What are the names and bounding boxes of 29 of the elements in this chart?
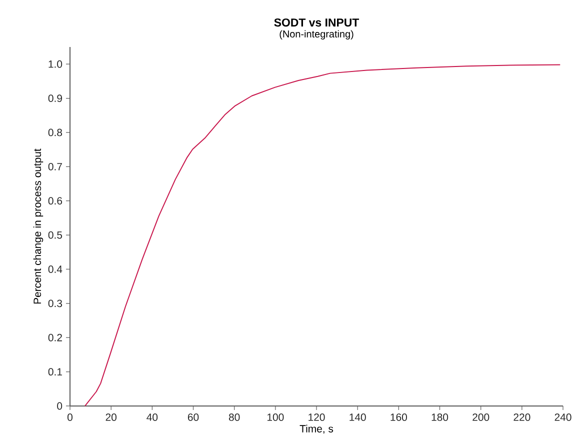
x-tick-label: 240 xyxy=(554,414,572,421)
x-tick-label: 80 xyxy=(228,414,240,421)
y-tick-label: 0 xyxy=(57,402,62,410)
y-tick-label: 1.0 xyxy=(48,60,62,68)
x-tick-label: 220 xyxy=(514,414,530,421)
x-tick-label: 20 xyxy=(106,414,116,421)
y-axis-title: Percent change in process output xyxy=(33,148,44,304)
x-tick-label: 200 xyxy=(472,414,490,421)
x-tick-label: 180 xyxy=(432,414,448,421)
x-tick-label: 60 xyxy=(188,414,199,421)
y-tick-label: 0.4 xyxy=(48,266,62,273)
y-tick-label: 0.7 xyxy=(48,162,62,170)
y-tick-label: 0.9 xyxy=(48,94,62,102)
y-tick-label: 0.2 xyxy=(48,334,62,342)
x-tick-label: 120 xyxy=(308,414,325,421)
x-tick-label: 40 xyxy=(146,414,158,421)
x-tick-label: 100 xyxy=(267,414,284,421)
y-tick-label: 0.1 xyxy=(48,368,62,376)
y-tick-label: 0.3 xyxy=(48,300,62,308)
x-axis-title: Time, s xyxy=(300,424,334,434)
line-series xyxy=(84,64,561,406)
y-tick-label: 0.8 xyxy=(48,128,62,136)
chart-subtitle: (Non-integrating) xyxy=(280,30,354,40)
x-tick-label: 140 xyxy=(350,414,366,421)
y-tick-label: 0.6 xyxy=(48,197,62,205)
chart-title: SODT vs INPUT xyxy=(274,18,360,27)
x-tick-label: 0 xyxy=(68,414,73,421)
x-tick-label: 160 xyxy=(390,414,407,421)
y-tick-label: 0.5 xyxy=(48,231,62,239)
